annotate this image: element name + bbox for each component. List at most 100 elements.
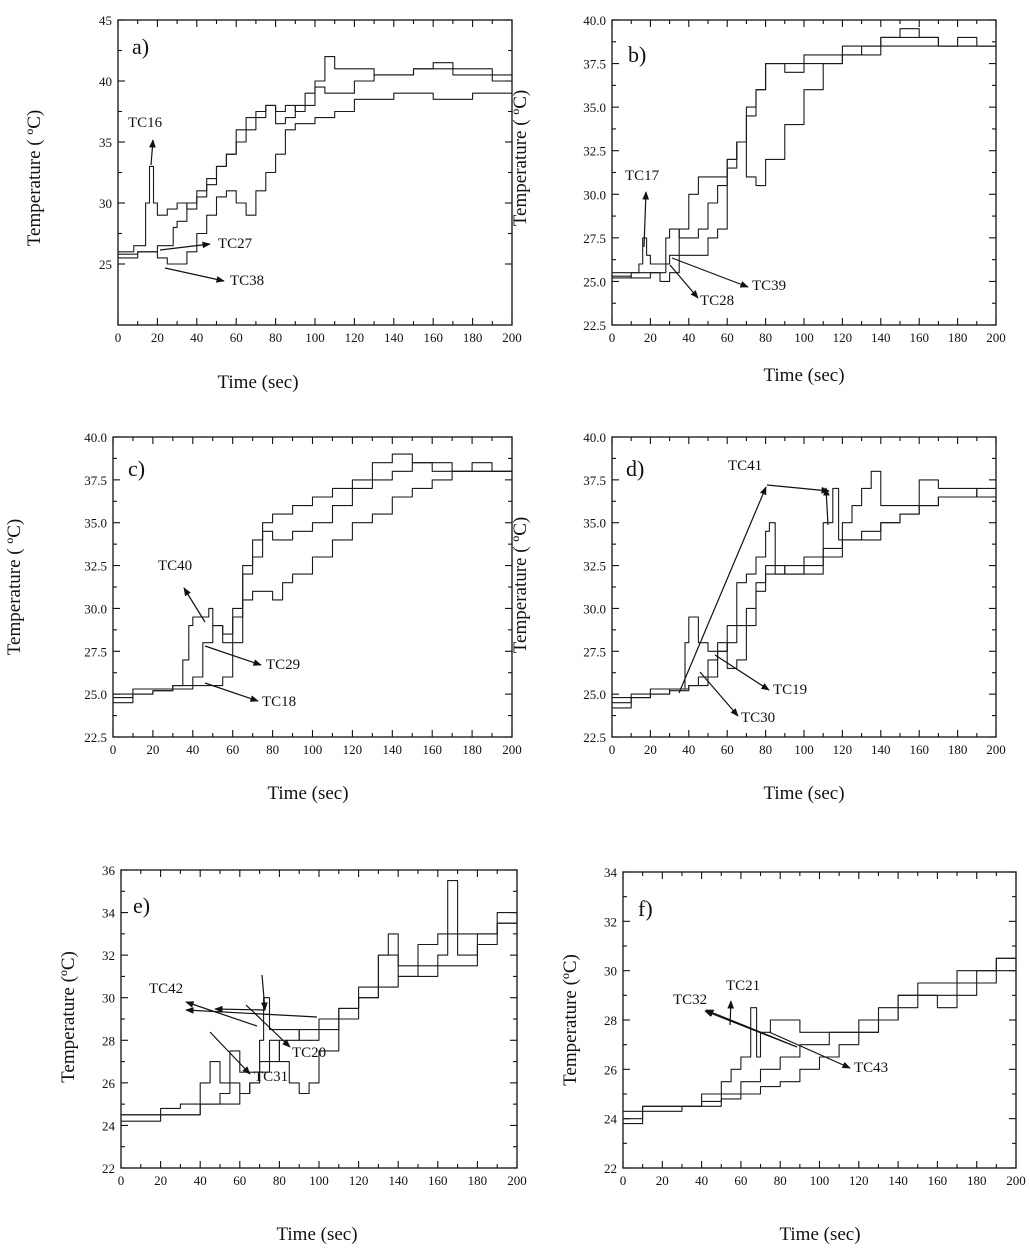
callout-label-tc28: TC28: [700, 293, 734, 309]
x-tick-label: 120: [849, 1173, 869, 1188]
x-tick-label: 0: [620, 1173, 627, 1188]
callout-label-tc31: TC31: [254, 1069, 288, 1085]
plot-frame: [112, 436, 513, 738]
y-tick-label: 37.5: [84, 473, 107, 488]
x-tick-label: 20: [151, 330, 164, 345]
callout-label-tc18: TC18: [262, 694, 296, 710]
y-tick-label: 35.0: [583, 516, 606, 531]
y-tick-label: 30.0: [583, 187, 606, 202]
series-line-tc32: [623, 957, 1016, 1112]
y-tick-label: 35.0: [583, 100, 606, 115]
x-tick-label: 140: [388, 1173, 408, 1188]
y-axis-title: Temperature ( ºC): [510, 517, 531, 653]
x-axis-title: Time (sec): [276, 1224, 357, 1245]
x-tick-label: 120: [833, 742, 853, 757]
series-line-tc21: [623, 957, 1016, 1120]
series-line-tc42: [121, 880, 518, 1116]
x-tick-label: 140: [871, 742, 891, 757]
x-tick-label: 100: [305, 330, 325, 345]
x-tick-label: 80: [759, 330, 772, 345]
panel-letter: a): [132, 34, 149, 59]
callout-arrow: [204, 682, 259, 702]
x-axis-title: Time (sec): [779, 1224, 860, 1245]
x-axis-title: Time (sec): [763, 783, 844, 804]
callout-label-tc40: TC40: [158, 558, 192, 574]
series-line-tc38: [118, 92, 512, 265]
x-tick-label: 180: [463, 330, 483, 345]
callout-label-tc30: TC30: [741, 710, 775, 726]
x-tick-label: 120: [349, 1173, 369, 1188]
x-tick-label: 40: [695, 1173, 708, 1188]
x-tick-label: 160: [422, 742, 442, 757]
x-axis-title: Time (sec): [267, 783, 348, 804]
callout-arrow: [204, 645, 262, 666]
y-tick-label: 30: [604, 964, 617, 979]
y-tick-label: 45: [99, 13, 112, 28]
callout-arrow: [164, 267, 225, 283]
x-tick-label: 100: [303, 742, 323, 757]
callout-label-tc17: TC17: [625, 168, 660, 184]
y-tick-label: 27.5: [583, 644, 606, 659]
x-tick-label: 80: [269, 330, 282, 345]
x-axis-title: Time (sec): [217, 372, 298, 393]
y-tick-label: 25.0: [583, 687, 606, 702]
y-tick-label: 37.5: [583, 473, 606, 488]
panel-c: 0 20 40 60 80 100 120 140 160 180 200 22.5 25.0 27.5 3…: [4, 430, 522, 804]
callout-label-tc39: TC39: [752, 278, 786, 294]
panel-a: 0 20 40 60 80 100 120 140 160 180 200 25 30 35 40 45 a) T…: [24, 13, 522, 393]
y-tick-label: 32.5: [583, 559, 606, 574]
x-tick-label: 20: [644, 742, 657, 757]
panel-letter: f): [638, 896, 653, 921]
x-tick-label: 140: [384, 330, 404, 345]
x-tick-label: 100: [309, 1173, 329, 1188]
x-tick-label: 140: [383, 742, 403, 757]
x-tick-label: 200: [1006, 1173, 1026, 1188]
x-tick-label: 100: [794, 330, 814, 345]
y-tick-label: 26: [604, 1062, 618, 1077]
x-tick-label: 40: [194, 1173, 207, 1188]
x-tick-label: 0: [609, 742, 616, 757]
x-tick-label: 80: [774, 1173, 787, 1188]
x-tick-label: 0: [115, 330, 122, 345]
x-tick-label: 0: [609, 330, 616, 345]
callout-label-tc16: TC16: [128, 115, 163, 131]
y-tick-label: 27.5: [583, 231, 606, 246]
series-line-tc29: [113, 462, 512, 695]
series-line-tc28: [612, 45, 996, 279]
y-tick-label: 22: [604, 1161, 617, 1176]
y-tick-label: 34: [604, 865, 618, 880]
y-tick-label: 30.0: [84, 601, 107, 616]
callout-label-tc20: TC20: [292, 1045, 326, 1061]
y-tick-label: 30: [102, 991, 115, 1006]
x-axis-title: Time (sec): [763, 365, 844, 386]
x-tick-label: 120: [345, 330, 365, 345]
callout-label-tc29: TC29: [266, 657, 300, 673]
callout-arrow: [642, 191, 650, 248]
callout-label-tc19: TC19: [773, 682, 807, 698]
panel-e: 0 20 40 60 80 100 120 140 160 180 200 22 24 26 28 30 32 3…: [58, 863, 527, 1245]
x-tick-label: 20: [644, 330, 657, 345]
x-tick-label: 60: [230, 330, 243, 345]
y-tick-label: 26: [102, 1076, 116, 1091]
x-tick-label: 200: [986, 330, 1006, 345]
series-line-tc27: [118, 56, 513, 255]
x-tick-label: 200: [502, 330, 522, 345]
x-tick-label: 20: [146, 742, 159, 757]
x-tick-label: 160: [423, 330, 443, 345]
y-tick-label: 30: [99, 196, 112, 211]
x-tick-label: 80: [273, 1173, 286, 1188]
callout-arrow: [714, 654, 770, 691]
x-tick-label: 120: [343, 742, 363, 757]
y-tick-label: 32.5: [84, 559, 107, 574]
y-axis-title: Temperature ( ºC): [510, 90, 531, 226]
callout-arrow: [261, 974, 268, 1011]
y-tick-label: 25.0: [583, 274, 606, 289]
x-tick-label: 180: [967, 1173, 987, 1188]
y-tick-label: 40.0: [84, 430, 107, 445]
y-tick-label: 22.5: [583, 730, 606, 745]
x-tick-label: 60: [721, 330, 734, 345]
y-tick-label: 40: [99, 74, 112, 89]
y-tick-label: 22.5: [583, 318, 606, 333]
callout-arrow: [768, 1031, 851, 1069]
callout-label-tc27: TC27: [218, 236, 253, 252]
